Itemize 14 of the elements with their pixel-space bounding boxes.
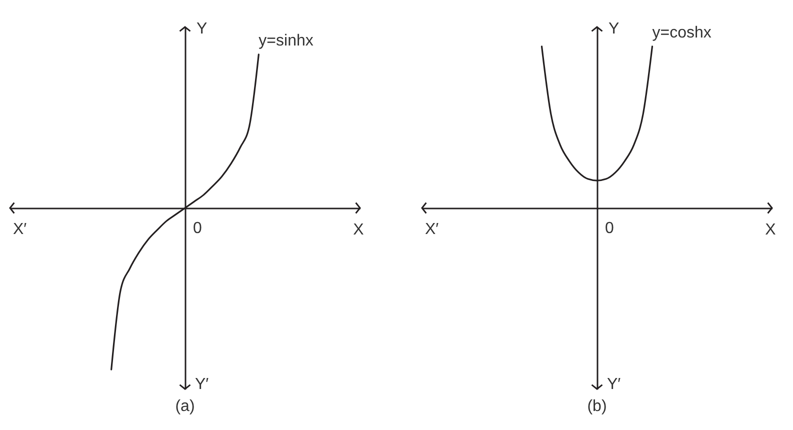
text: Y′ bbox=[607, 376, 621, 393]
x-axis-title: X bbox=[353, 222, 364, 238]
text: Y′ bbox=[195, 376, 209, 393]
annotation: 0 bbox=[193, 220, 202, 237]
text: (b) bbox=[587, 398, 607, 415]
y-axis-title: Y bbox=[196, 20, 208, 38]
annotation: X′ bbox=[13, 221, 27, 238]
text: X′ bbox=[425, 221, 439, 238]
text: 0 bbox=[605, 220, 614, 237]
text: (a) bbox=[175, 398, 195, 415]
series-label: y=sinhx bbox=[258, 32, 314, 50]
x-axis-title: X bbox=[765, 222, 776, 238]
y-axis-title: Y bbox=[608, 20, 620, 38]
series-label: y=coshx bbox=[652, 24, 712, 42]
